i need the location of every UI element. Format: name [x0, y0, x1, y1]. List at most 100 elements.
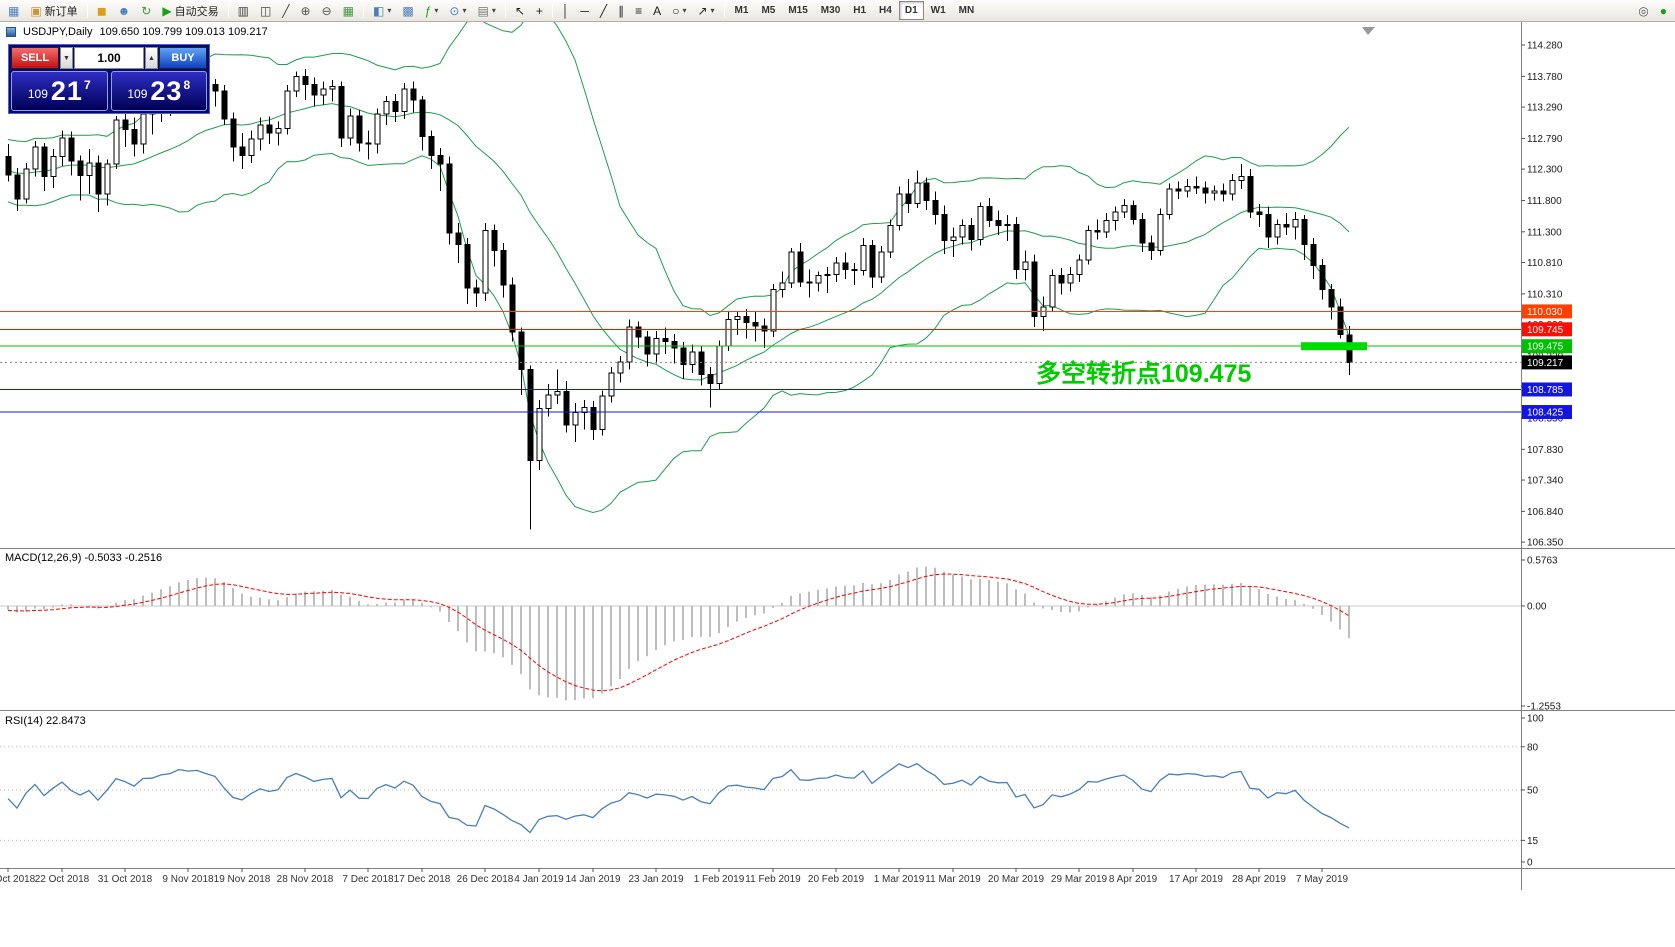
date-axis-label: 12 Oct 2018: [0, 874, 36, 885]
arrow-icon: ↗: [697, 3, 708, 18]
price-axis-label: 107.830: [1527, 445, 1564, 456]
timeframe-m15-button[interactable]: M15: [782, 1, 813, 20]
date-axis-label: 28 Nov 2018: [277, 874, 334, 885]
play-icon: ▶: [162, 3, 172, 18]
fibonacci-button[interactable]: ≡: [630, 1, 647, 20]
chart-window-icon: ▦: [8, 3, 20, 18]
sell-button[interactable]: SELL: [11, 47, 59, 69]
crosshair-button[interactable]: +: [531, 1, 548, 20]
zoom-in-button[interactable]: ⊕: [296, 1, 316, 20]
line-icon: ╱: [282, 3, 290, 18]
market-watch-button[interactable]: ◼: [92, 1, 112, 20]
chart-ohlc-values: 109.650 109.799 109.013 109.217: [99, 26, 268, 38]
cursor-button[interactable]: ↖: [510, 1, 530, 20]
bid-prefix: 109: [27, 87, 48, 101]
bars-icon: ▥: [237, 3, 249, 18]
date-axis-label: 31 Oct 2018: [98, 874, 153, 885]
volume-down-button[interactable]: ▼: [60, 47, 73, 69]
rsi-line: [7, 762, 1350, 834]
buy-button[interactable]: BUY: [159, 47, 207, 69]
templates-button[interactable]: ▤ ▾: [472, 1, 500, 20]
bar-chart-type-button[interactable]: ▥: [233, 1, 254, 20]
crosshair-icon: +: [535, 3, 543, 18]
arrows-button[interactable]: ↗ ▾: [692, 1, 719, 20]
date-axis-label: 7 Dec 2018: [342, 874, 394, 885]
vertical-line-button[interactable]: │: [557, 1, 575, 20]
timeframe-h1-button[interactable]: H1: [847, 1, 872, 20]
cascade-windows-button[interactable]: ▩: [397, 1, 418, 20]
price-axis-label: 110.310: [1527, 289, 1563, 300]
zoom-out-icon: ⊖: [321, 3, 332, 18]
candle-chart-type-button[interactable]: ◫: [255, 1, 276, 20]
shapes-button[interactable]: ○ ▾: [667, 1, 691, 20]
rsi-panel: [0, 746, 1521, 841]
profile-button[interactable]: ☻: [113, 1, 136, 20]
ask-pip-digit: 8: [183, 78, 191, 92]
date-axis-label: 23 Jan 2019: [628, 874, 683, 885]
horizontal-line-button[interactable]: ─: [575, 1, 594, 20]
timeframe-m30-button[interactable]: M30: [815, 1, 846, 20]
timeframe-h4-button[interactable]: H4: [873, 1, 898, 20]
toolbar-separator: [227, 3, 229, 18]
dropdown-caret-icon: ▾: [682, 6, 687, 15]
trendline-icon: ╱: [599, 3, 608, 18]
price-axis-label: 113.290: [1527, 103, 1563, 114]
chart-window-button[interactable]: ▦: [3, 1, 24, 20]
new-order-button[interactable]: ▣ 新订单: [25, 1, 82, 20]
ask-big-digits: 23: [150, 75, 183, 106]
timeframe-m1-button[interactable]: M1: [729, 1, 755, 20]
date-axis-label: 26 Dec 2018: [457, 874, 514, 885]
search-button[interactable]: ◎: [1633, 1, 1653, 20]
trendline-button[interactable]: ╱: [595, 1, 612, 20]
line-chart-type-button[interactable]: ╱: [277, 1, 294, 20]
price-level-box: [1522, 382, 1572, 397]
price-level-box: [1522, 405, 1572, 420]
date-axis-label: 19 Nov 2018: [214, 874, 271, 885]
refresh-button[interactable]: ↻: [136, 1, 156, 20]
community-button[interactable]: ●: [1655, 1, 1672, 20]
chart-symbol-icon: [6, 27, 16, 37]
date-axis-label: 9 Nov 2018: [162, 874, 214, 885]
annotation-text: 多空转折点109.475: [1036, 360, 1252, 388]
indicators-button[interactable]: ƒ ▾: [420, 1, 444, 20]
date-axis-label: 4 Jan 2019: [514, 874, 564, 885]
pivot-highlight-rect[interactable]: [1301, 342, 1367, 351]
macd-panel: [0, 566, 1521, 701]
shapes-icon: ○: [672, 3, 680, 18]
cascade-icon: ▩: [402, 3, 414, 18]
volume-up-button[interactable]: ▲: [145, 47, 158, 69]
timeframe-mn-button[interactable]: MN: [953, 1, 981, 20]
date-axis-label: 28 Apr 2019: [1232, 874, 1286, 885]
arrange-windows-button[interactable]: ◧ ▾: [368, 1, 396, 20]
channel-button[interactable]: ∥: [613, 1, 629, 20]
volume-input[interactable]: [74, 47, 144, 69]
date-axis-label: 11 Feb 2019: [745, 874, 801, 885]
timeframe-d1-button[interactable]: D1: [898, 1, 924, 20]
svg-text:109.217: 109.217: [1527, 358, 1564, 369]
hline-icon: ─: [580, 3, 589, 18]
toolbar-separator: [86, 3, 88, 18]
bb-upper: [7, 22, 1350, 317]
svg-text:110.030: 110.030: [1527, 307, 1563, 318]
autotrading-button[interactable]: ▶ 自动交易: [157, 1, 223, 20]
periods-button[interactable]: ⊙ ▾: [444, 1, 471, 20]
price-axis-label: 112.790: [1527, 134, 1563, 145]
toolbar-separator: [504, 3, 506, 18]
ask-price-display[interactable]: 109 23 8: [110, 71, 207, 111]
tile-windows-button[interactable]: ▦: [338, 1, 359, 20]
macd-axis-label: 0.00: [1527, 601, 1547, 612]
timeframe-m5-button[interactable]: M5: [755, 1, 781, 20]
price-level-box: [1522, 355, 1572, 370]
price-axis-label: 107.340: [1527, 476, 1564, 487]
timeframe-w1-button[interactable]: W1: [925, 1, 952, 20]
price-axis-label: 112.300: [1527, 165, 1563, 176]
rsi-axis-label: 15: [1527, 836, 1539, 847]
bid-big-digits: 21: [50, 75, 83, 106]
chart-shift-marker-icon[interactable]: [1362, 27, 1375, 35]
zoom-out-button[interactable]: ⊖: [317, 1, 337, 20]
bid-price-display[interactable]: 109 21 7: [11, 71, 108, 111]
text-tool-button[interactable]: A: [648, 1, 666, 20]
toolbar-separator: [362, 3, 364, 18]
price-axis-label: 111.800: [1527, 196, 1562, 207]
